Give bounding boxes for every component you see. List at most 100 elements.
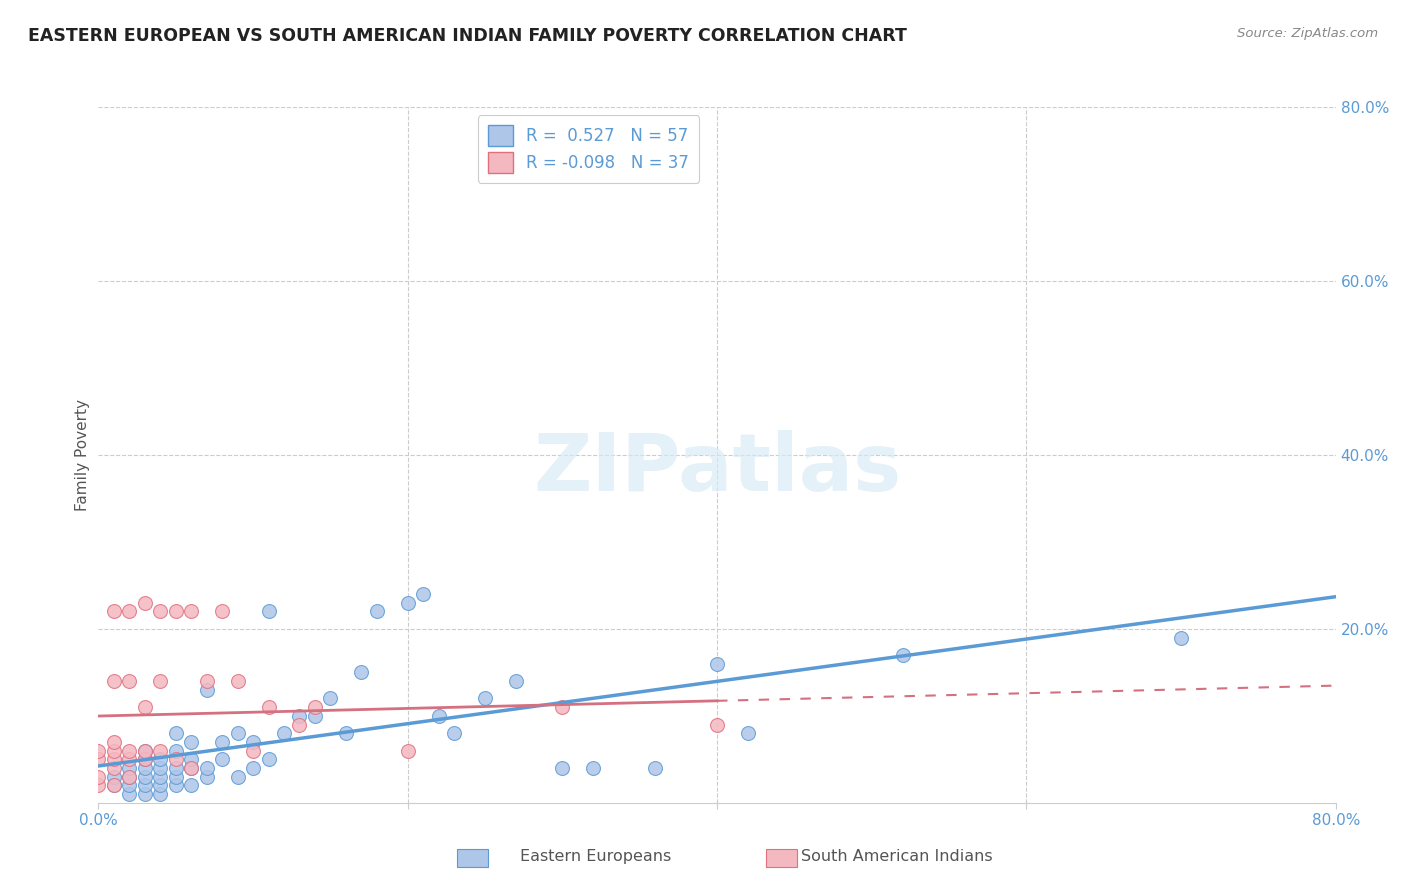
Point: [350, 665, 373, 680]
Point: [891, 648, 914, 662]
Point: [87, 778, 110, 792]
Point: [257, 605, 280, 619]
Point: [257, 700, 280, 714]
Point: [149, 761, 172, 775]
Point: [103, 605, 125, 619]
Point: [165, 726, 187, 740]
Point: [149, 752, 172, 766]
Point: [103, 778, 125, 792]
Point: [87, 770, 110, 784]
Point: [103, 752, 125, 766]
Point: [134, 744, 156, 758]
Point: [118, 761, 141, 775]
Point: [242, 735, 264, 749]
Point: [165, 770, 187, 784]
Point: [87, 752, 110, 766]
Point: [103, 744, 125, 758]
Point: [118, 674, 141, 689]
Point: [134, 752, 156, 766]
Point: [134, 778, 156, 792]
Point: [149, 605, 172, 619]
Point: [195, 770, 218, 784]
Point: [165, 752, 187, 766]
Point: [103, 761, 125, 775]
Point: [180, 761, 202, 775]
Point: [149, 770, 172, 784]
Point: [706, 717, 728, 731]
Point: [242, 761, 264, 775]
Point: [165, 605, 187, 619]
Text: Eastern Europeans: Eastern Europeans: [520, 849, 672, 863]
Point: [118, 770, 141, 784]
Point: [226, 770, 249, 784]
Point: [505, 674, 527, 689]
Point: [304, 700, 326, 714]
Y-axis label: Family Poverty: Family Poverty: [75, 399, 90, 511]
Point: [195, 682, 218, 697]
Point: [304, 708, 326, 723]
Text: EASTERN EUROPEAN VS SOUTH AMERICAN INDIAN FAMILY POVERTY CORRELATION CHART: EASTERN EUROPEAN VS SOUTH AMERICAN INDIA…: [28, 27, 907, 45]
Point: [412, 587, 434, 601]
Point: [87, 744, 110, 758]
Point: [396, 744, 419, 758]
Point: [211, 605, 233, 619]
Point: [134, 761, 156, 775]
Point: [551, 761, 574, 775]
Point: [134, 752, 156, 766]
Point: [195, 674, 218, 689]
Text: Source: ZipAtlas.com: Source: ZipAtlas.com: [1237, 27, 1378, 40]
Point: [103, 778, 125, 792]
Point: [149, 744, 172, 758]
Point: [288, 708, 311, 723]
Point: [427, 708, 450, 723]
Point: [443, 726, 465, 740]
Point: [273, 726, 295, 740]
Point: [551, 700, 574, 714]
Point: [134, 744, 156, 758]
Point: [118, 752, 141, 766]
Point: [211, 735, 233, 749]
Point: [180, 752, 202, 766]
Point: [211, 752, 233, 766]
Point: [180, 735, 202, 749]
Point: [118, 770, 141, 784]
Text: ZIPatlas: ZIPatlas: [533, 430, 901, 508]
Point: [134, 700, 156, 714]
Point: [242, 744, 264, 758]
Point: [149, 787, 172, 801]
Point: [396, 596, 419, 610]
Point: [134, 596, 156, 610]
Point: [226, 726, 249, 740]
Point: [319, 691, 342, 706]
Point: [474, 691, 496, 706]
Point: [103, 735, 125, 749]
Point: [118, 744, 141, 758]
Point: [165, 761, 187, 775]
Point: [335, 726, 357, 740]
Point: [118, 778, 141, 792]
Point: [103, 770, 125, 784]
Point: [644, 761, 666, 775]
Point: [103, 674, 125, 689]
Point: [1170, 631, 1192, 645]
Text: South American Indians: South American Indians: [801, 849, 993, 863]
Point: [180, 605, 202, 619]
Point: [118, 787, 141, 801]
Point: [134, 770, 156, 784]
Point: [180, 761, 202, 775]
Legend: R =  0.527   N = 57, R = -0.098   N = 37: R = 0.527 N = 57, R = -0.098 N = 37: [478, 115, 699, 183]
Point: [706, 657, 728, 671]
Point: [180, 778, 202, 792]
Point: [366, 605, 388, 619]
Point: [582, 761, 605, 775]
Point: [134, 787, 156, 801]
Point: [165, 744, 187, 758]
Point: [149, 778, 172, 792]
Point: [288, 717, 311, 731]
Point: [737, 726, 759, 740]
Point: [165, 778, 187, 792]
Point: [257, 752, 280, 766]
Point: [149, 674, 172, 689]
Point: [226, 674, 249, 689]
Point: [118, 605, 141, 619]
